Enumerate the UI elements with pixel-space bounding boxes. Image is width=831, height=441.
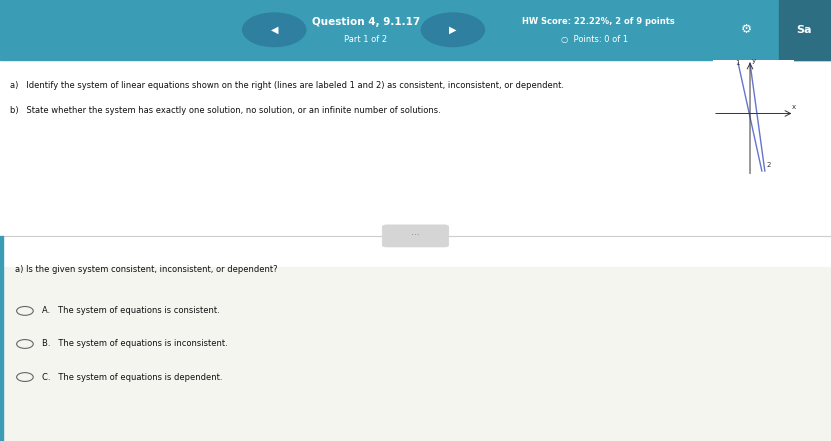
- Text: B.   The system of equations is inconsistent.: B. The system of equations is inconsiste…: [42, 340, 228, 348]
- Text: a) Is the given system consistent, inconsistent, or dependent?: a) Is the given system consistent, incon…: [15, 265, 278, 273]
- Text: C.   The system of equations is dependent.: C. The system of equations is dependent.: [42, 373, 222, 381]
- Text: b)   State whether the system has exactly one solution, no solution, or an infin: b) State whether the system has exactly …: [10, 106, 440, 115]
- Text: A.   The system of equations is consistent.: A. The system of equations is consistent…: [42, 306, 219, 315]
- Text: Sa: Sa: [797, 25, 812, 35]
- Text: ◀: ◀: [270, 25, 278, 35]
- Bar: [0, 60, 831, 267]
- Circle shape: [421, 13, 484, 46]
- Text: ○  Points: 0 of 1: ○ Points: 0 of 1: [561, 35, 627, 44]
- Bar: [0, 236, 3, 441]
- Bar: [779, 0, 831, 60]
- Text: ···: ···: [411, 232, 420, 240]
- Circle shape: [243, 13, 306, 46]
- Bar: [0, 267, 831, 441]
- Text: ▶: ▶: [449, 25, 457, 35]
- FancyBboxPatch shape: [382, 225, 449, 247]
- Text: ⚙: ⚙: [740, 23, 752, 36]
- Text: a)   Identify the system of linear equations shown on the right (lines are label: a) Identify the system of linear equatio…: [10, 82, 564, 90]
- Text: Part 1 of 2: Part 1 of 2: [344, 35, 387, 44]
- Bar: [0, 0, 831, 60]
- Text: Question 4, 9.1.17: Question 4, 9.1.17: [312, 17, 420, 27]
- Text: HW Score: 22.22%, 2 of 9 points: HW Score: 22.22%, 2 of 9 points: [522, 17, 675, 26]
